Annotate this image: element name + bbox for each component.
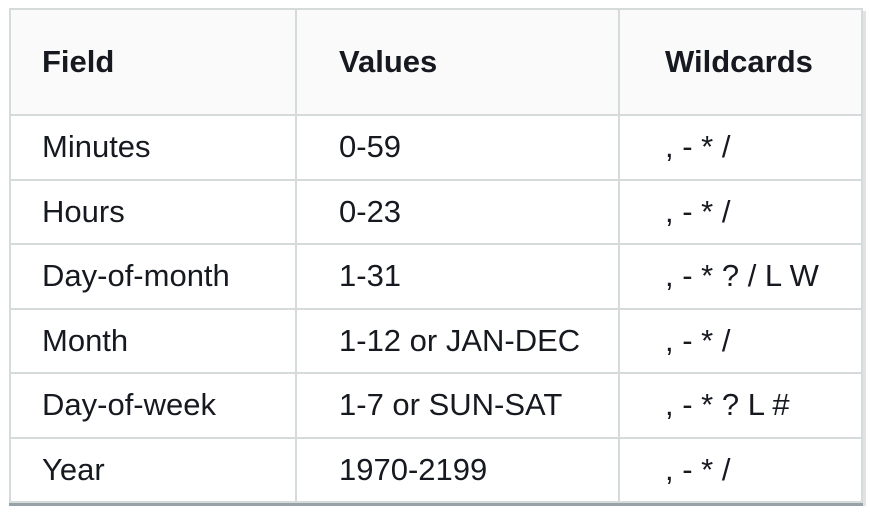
cell-field: Minutes: [9, 114, 297, 181]
cell-values: 1970-2199: [295, 436, 620, 503]
table-row-minutes: Minutes 0-59 , - * /: [9, 114, 863, 181]
column-header-values: Values: [295, 8, 620, 116]
cell-wildcards: , - * /: [618, 114, 863, 181]
header-row: Field Values Wildcards: [9, 8, 863, 116]
table-header: Field Values Wildcards: [9, 8, 863, 116]
column-header-field: Field: [9, 8, 297, 116]
cell-field: Year: [9, 436, 297, 503]
cell-values: 1-12 or JAN-DEC: [295, 307, 620, 374]
table-row-month: Month 1-12 or JAN-DEC , - * /: [9, 307, 863, 374]
cell-values: 1-7 or SUN-SAT: [295, 372, 620, 439]
table-row-year: Year 1970-2199 , - * /: [9, 436, 863, 503]
column-header-wildcards: Wildcards: [618, 8, 863, 116]
cell-values: 0-59: [295, 114, 620, 181]
cell-field: Day-of-month: [9, 243, 297, 310]
cell-field: Month: [9, 307, 297, 374]
cell-wildcards: , - * /: [618, 307, 863, 374]
cron-fields-table: Field Values Wildcards Minutes 0-59 , - …: [9, 8, 863, 503]
cell-wildcards: , - * /: [618, 178, 863, 245]
table-body: Minutes 0-59 , - * / Hours 0-23 , - * / …: [9, 114, 863, 503]
table-row-day-of-week: Day-of-week 1-7 or SUN-SAT , - * ? L #: [9, 372, 863, 439]
table-row-day-of-month: Day-of-month 1-31 , - * ? / L W: [9, 243, 863, 310]
cell-values: 0-23: [295, 178, 620, 245]
cell-field: Day-of-week: [9, 372, 297, 439]
cell-wildcards: , - * ? L #: [618, 372, 863, 439]
cell-values: 1-31: [295, 243, 620, 310]
table-row-hours: Hours 0-23 , - * /: [9, 178, 863, 245]
cell-field: Hours: [9, 178, 297, 245]
cell-wildcards: , - * ? / L W: [618, 243, 863, 310]
cell-wildcards: , - * /: [618, 436, 863, 503]
cron-fields-table-container: Field Values Wildcards Minutes 0-59 , - …: [9, 8, 863, 503]
